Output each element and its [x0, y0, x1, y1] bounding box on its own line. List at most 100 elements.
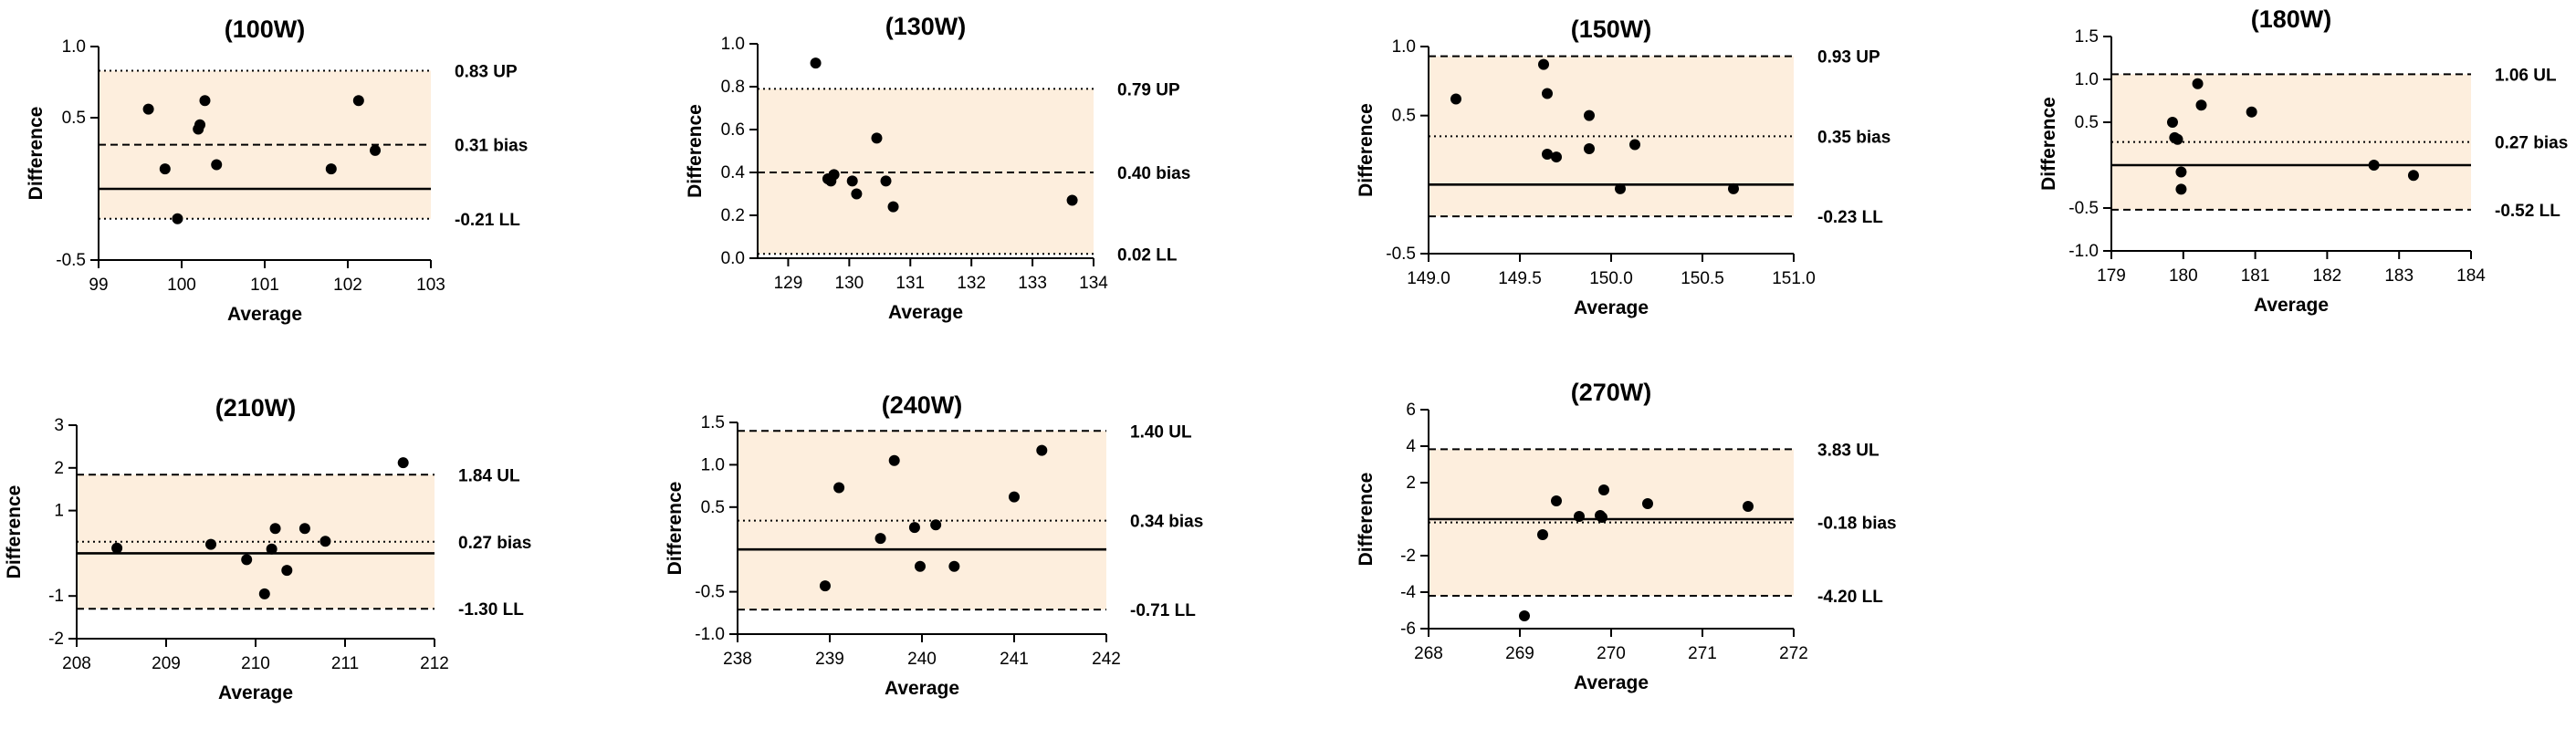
x-axis-label: Average: [885, 678, 959, 699]
y-tick-label: 1.0: [2075, 70, 2099, 89]
x-tick-label: 133: [1018, 274, 1047, 293]
y-tick-label: -2: [48, 630, 64, 649]
y-tick-label: -0.5: [2068, 199, 2099, 218]
reference-line-label: 0.31 bias: [455, 137, 528, 156]
y-tick-label: 0.5: [62, 109, 86, 128]
panel-title: (150W): [1571, 16, 1652, 43]
data-point: [2175, 166, 2187, 178]
data-point: [2192, 78, 2204, 89]
reference-line-label: 0.93 UP: [1817, 48, 1880, 68]
x-tick-label: 241: [1000, 650, 1029, 669]
reference-line-label: 0.83 UP: [455, 63, 518, 82]
data-point: [851, 188, 863, 200]
x-tick-label: 101: [250, 276, 279, 295]
y-tick-label: -0.5: [1386, 245, 1416, 264]
panel-title: (130W): [885, 13, 967, 40]
y-tick-label: 2: [54, 459, 64, 478]
data-point: [1574, 511, 1585, 522]
y-tick-label: 1.0: [721, 35, 745, 54]
panel-title: (240W): [882, 391, 963, 419]
data-point: [2407, 170, 2419, 182]
data-point: [142, 103, 154, 115]
panel-title: (210W): [215, 394, 297, 422]
x-tick-label: 212: [420, 654, 449, 673]
y-tick-label: -4: [1400, 583, 1416, 602]
x-tick-label: 184: [2456, 266, 2486, 286]
data-point: [269, 523, 281, 535]
data-point: [888, 454, 900, 466]
reference-line-label: 0.02 LL: [1117, 245, 1178, 265]
data-point: [1584, 109, 1595, 121]
data-point: [810, 57, 822, 69]
y-tick-label: 0.4: [721, 163, 746, 182]
data-point: [159, 163, 171, 175]
panel-4: (180W) Average Difference 1.06 UL 0.27 bias -…: [2038, 5, 2568, 316]
data-point: [1066, 194, 1078, 206]
data-point: [1009, 491, 1020, 503]
x-axis-label: Average: [227, 304, 302, 325]
data-point: [194, 119, 206, 130]
reference-line-label: -1.30 LL: [458, 600, 524, 620]
x-tick-label: 240: [907, 650, 937, 669]
data-point: [199, 95, 211, 107]
x-tick-label: 268: [1414, 644, 1443, 663]
reference-line-label: -4.20 LL: [1817, 588, 1883, 607]
data-point: [241, 554, 253, 566]
y-tick-label: 1: [54, 502, 64, 521]
y-tick-label: 1.0: [62, 37, 86, 57]
reference-line-label: 0.40 bias: [1117, 164, 1190, 183]
x-tick-label: 103: [416, 276, 445, 295]
x-tick-label: 270: [1597, 644, 1626, 663]
y-tick-label: 6: [1406, 401, 1416, 420]
x-tick-label: 131: [895, 274, 925, 293]
x-axis-label: Average: [1574, 297, 1649, 318]
data-point: [880, 175, 892, 187]
y-tick-label: -6: [1400, 620, 1416, 639]
data-point: [370, 144, 382, 156]
x-tick-label: 149.5: [1498, 269, 1542, 288]
data-point: [1642, 498, 1653, 509]
reference-line-label: 1.40 UL: [1130, 422, 1192, 442]
data-point: [1450, 93, 1461, 105]
y-axis-label: Difference: [1356, 473, 1377, 567]
y-tick-label: 1.5: [2075, 27, 2099, 47]
x-axis-label: Average: [2254, 295, 2329, 316]
data-point: [846, 175, 858, 187]
agreement-band: [2111, 74, 2471, 210]
x-tick-label: 150.5: [1681, 269, 1724, 288]
panel-3: (150W) Average Difference 0.93 UP 0.35 bias -…: [1356, 16, 1890, 318]
x-tick-label: 208: [62, 654, 91, 673]
data-point: [205, 538, 216, 550]
data-point: [281, 565, 293, 577]
x-tick-label: 149.0: [1407, 269, 1450, 288]
data-point: [2368, 160, 2380, 171]
reference-line-label: -0.52 LL: [2495, 202, 2560, 221]
data-point: [298, 523, 310, 535]
agreement-band: [758, 89, 1094, 255]
x-tick-label: 209: [152, 654, 181, 673]
y-tick-label: -2: [1400, 547, 1416, 566]
y-tick-label: 0.5: [701, 498, 725, 517]
x-tick-label: 99: [89, 276, 108, 295]
data-point: [871, 132, 883, 144]
reference-line-label: -0.21 LL: [455, 211, 520, 230]
y-tick-label: -1: [48, 587, 64, 606]
y-tick-label: -0.5: [56, 251, 86, 270]
x-tick-label: 130: [835, 274, 864, 293]
data-point: [1598, 484, 1609, 495]
x-tick-label: 151.0: [1772, 269, 1816, 288]
data-point: [1551, 495, 1562, 506]
y-tick-label: 3: [54, 416, 64, 435]
y-tick-label: 1.0: [1392, 37, 1416, 57]
y-axis-label: Difference: [1356, 103, 1377, 197]
y-axis-label: Difference: [4, 485, 25, 579]
y-axis-label: Difference: [665, 482, 686, 576]
x-tick-label: 129: [774, 274, 803, 293]
x-tick-label: 242: [1092, 650, 1121, 669]
reference-line-label: -0.71 LL: [1130, 601, 1196, 620]
data-point: [2246, 106, 2257, 118]
x-axis-label: Average: [888, 302, 963, 323]
x-tick-label: 182: [2313, 266, 2342, 286]
data-point: [1743, 501, 1754, 512]
